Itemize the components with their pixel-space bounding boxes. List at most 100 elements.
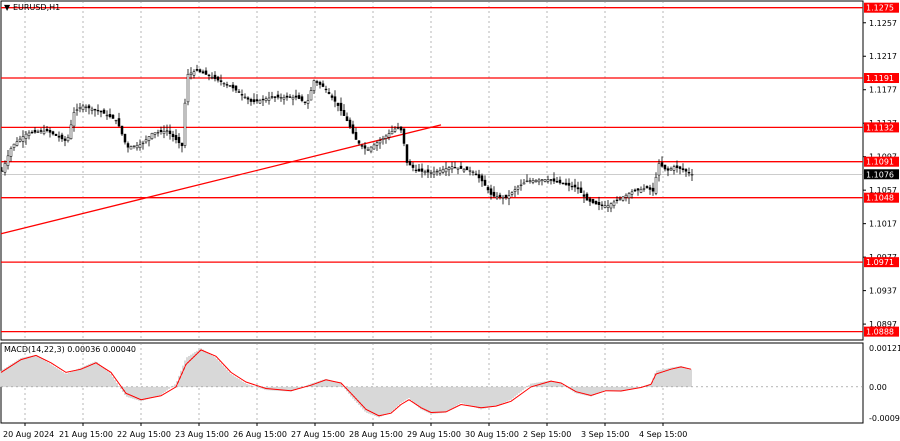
level-label: 1.1132 <box>866 123 894 132</box>
candle-body <box>39 130 43 132</box>
candle-body <box>123 133 127 143</box>
candle-body <box>372 144 376 150</box>
candle-body <box>648 187 652 190</box>
candle-body <box>555 180 559 183</box>
time-tick-label: 28 Aug 15:00 <box>349 430 403 439</box>
chart-title: EURUSD,H1 <box>13 3 60 12</box>
candle-body <box>297 95 301 99</box>
macd-tick-label: 0.00121 <box>869 344 900 353</box>
time-tick-label: 2 Sep 15:00 <box>523 430 571 439</box>
candle-body <box>330 95 334 98</box>
candle-body <box>51 131 55 135</box>
candle-body <box>81 105 85 110</box>
candle-body <box>15 141 19 146</box>
candle-body <box>576 187 580 190</box>
main-grid <box>24 1 664 340</box>
candle-body <box>198 69 202 73</box>
candle-body <box>105 114 109 117</box>
candle-body <box>549 179 553 181</box>
chart-title-marker: ▼ <box>4 3 11 12</box>
candle-body <box>408 161 412 166</box>
level-label: 1.1275 <box>866 4 894 13</box>
candle-body <box>441 169 445 173</box>
candle-body <box>96 109 100 112</box>
candle-body <box>666 168 670 171</box>
candle-body <box>642 188 646 190</box>
candle-body <box>525 180 529 183</box>
time-tick-label: 27 Aug 15:00 <box>291 430 345 439</box>
candle-body <box>66 137 70 142</box>
candle-body <box>288 96 292 98</box>
candle-body <box>249 99 253 102</box>
candle-body <box>6 155 10 166</box>
candle-body <box>384 135 388 139</box>
candle-body <box>348 119 352 128</box>
candle-body <box>234 85 238 91</box>
candle-body <box>168 130 172 135</box>
candle-body <box>144 139 148 143</box>
macd-signal-path <box>0 349 692 417</box>
candle-body <box>132 145 136 147</box>
candle-body <box>474 173 478 176</box>
candle-body <box>285 95 289 98</box>
candle-body <box>345 116 349 121</box>
candle-body <box>390 131 394 135</box>
candle-body <box>606 205 610 208</box>
candle-body <box>540 179 544 182</box>
candle-body <box>303 101 307 103</box>
candle-body <box>663 164 667 170</box>
candle-body <box>231 84 235 89</box>
candle-body <box>381 138 385 140</box>
candle-body <box>636 188 640 191</box>
candle-body <box>657 163 661 176</box>
candle-body <box>33 129 37 133</box>
candle-body <box>309 90 313 101</box>
candle-body <box>150 133 154 139</box>
candle-body <box>570 185 574 188</box>
candle-body <box>72 112 76 127</box>
candle-body <box>447 167 451 171</box>
candle-body <box>627 193 631 198</box>
candle-body <box>558 179 562 184</box>
candle-body <box>480 175 484 182</box>
candle-body <box>402 128 406 144</box>
candle-body <box>171 133 175 138</box>
time-tick-label: 23 Aug 15:00 <box>175 430 229 439</box>
candle-body <box>609 203 613 209</box>
candle-body <box>324 88 328 91</box>
candle-body <box>24 133 28 139</box>
candle-body <box>117 118 121 127</box>
candle-body <box>432 171 436 175</box>
candle-body <box>630 191 634 195</box>
candle-body <box>126 143 130 148</box>
candle-body <box>528 180 532 182</box>
candle-body <box>30 131 34 134</box>
candle-body <box>378 140 382 144</box>
time-axis: 20 Aug 2024 21 Aug 15:00 22 Aug 15:00 23 Au… <box>3 423 687 439</box>
level-label: 1.1191 <box>866 74 894 83</box>
candle-body <box>615 199 619 202</box>
candle-body <box>60 134 64 140</box>
candle-body <box>438 169 442 174</box>
candle-body <box>210 76 214 79</box>
candle-body <box>366 149 370 151</box>
candle-body <box>651 187 655 192</box>
candle-body <box>90 108 94 111</box>
candle-body <box>396 127 400 129</box>
candle-body <box>63 138 67 141</box>
candle-body <box>675 165 679 168</box>
candle-body <box>342 110 346 116</box>
candle-body <box>423 171 427 174</box>
candle-body <box>519 184 523 187</box>
candle-body <box>687 172 691 174</box>
candle-body <box>450 166 454 170</box>
time-tick-label: 29 Aug 15:00 <box>407 430 461 439</box>
candle-body <box>54 134 58 136</box>
candle-body <box>546 179 550 182</box>
candle-body <box>465 166 469 171</box>
candle-body <box>573 184 577 188</box>
candle-body <box>99 110 103 113</box>
candle-body <box>336 102 340 106</box>
time-tick-label: 30 Aug 15:00 <box>465 430 519 439</box>
